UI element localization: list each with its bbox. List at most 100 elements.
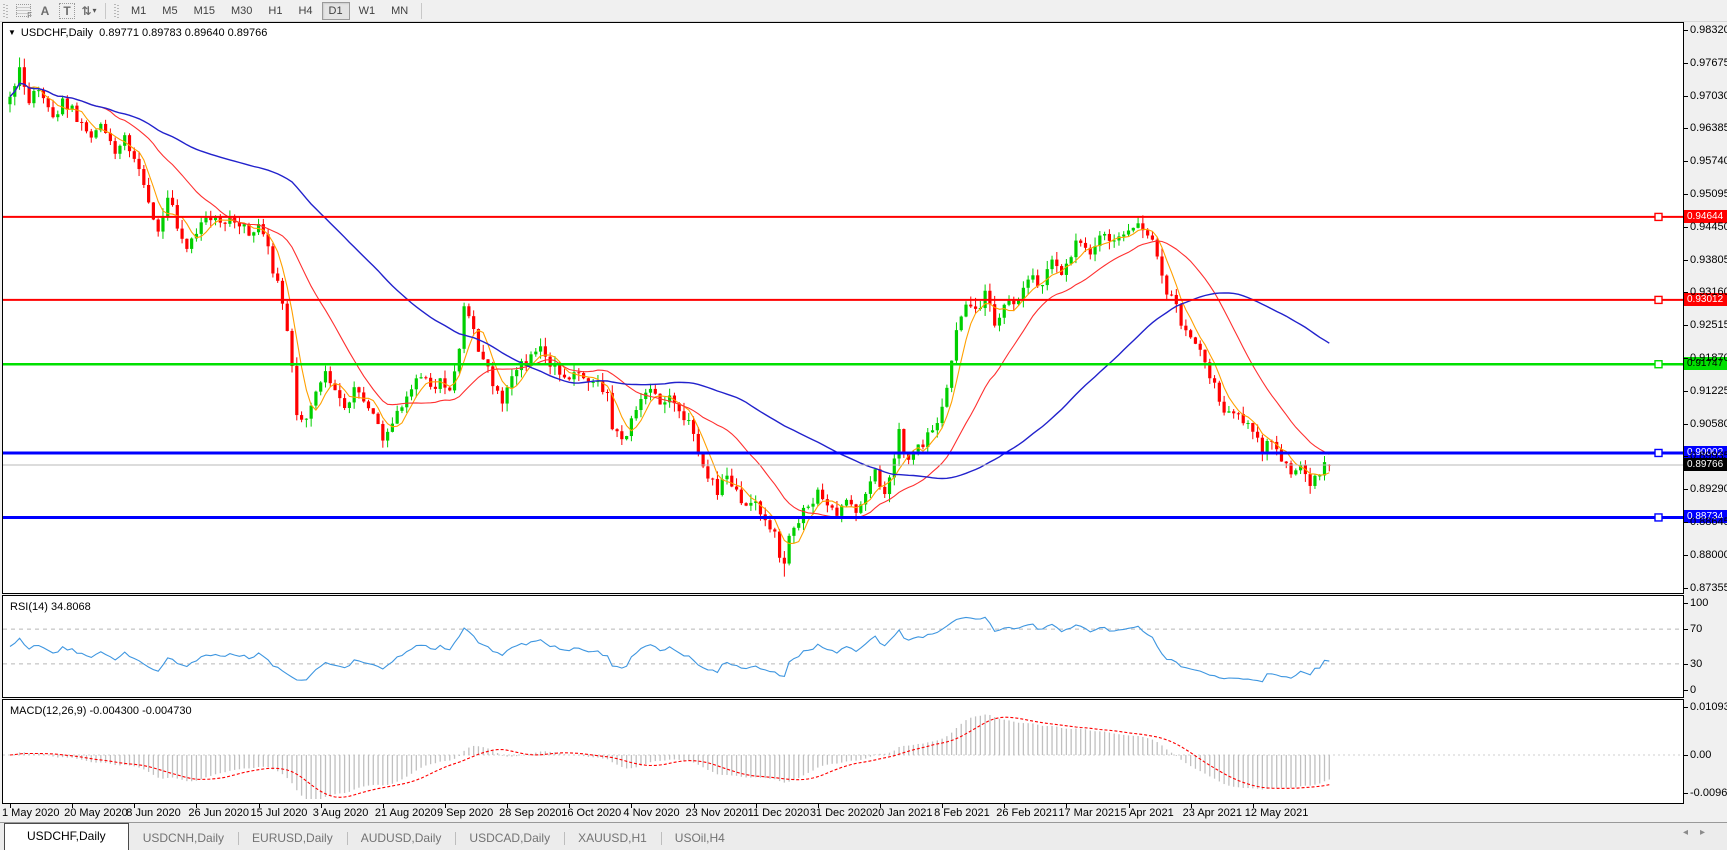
- fibonacci-icon[interactable]: F: [13, 2, 33, 20]
- rsi-indicator-panel[interactable]: [2, 595, 1684, 698]
- timeframe-button-m5[interactable]: M5: [162, 4, 178, 17]
- arrows-icon[interactable]: ⇅ ▾: [81, 3, 97, 18]
- date-axis-label: 8 Jun 2020: [126, 807, 181, 819]
- date-axis-tick: [1066, 804, 1068, 808]
- price-axis-tick: [1684, 587, 1688, 589]
- macd-axis-label: -0.009653: [1690, 787, 1727, 799]
- chart-tab-usoil-h4[interactable]: USOil,H4: [660, 826, 739, 850]
- chart-tab-usdcad-daily[interactable]: USDCAD,Daily: [455, 826, 564, 850]
- chart-tab-usdcnh-daily[interactable]: USDCNH,Daily: [142, 831, 225, 845]
- fast-ma-line: [9, 82, 1330, 545]
- timeframe-button-mn[interactable]: MN: [391, 4, 409, 17]
- timeframe-button-d1[interactable]: D1: [321, 1, 350, 20]
- date-axis-label: 20 May 2020: [64, 807, 128, 819]
- price-axis-tick: [1684, 521, 1688, 523]
- price-axis-tick: [1684, 128, 1688, 130]
- macd-axis-tick: [1684, 755, 1688, 756]
- date-axis-label: 8 Feb 2021: [934, 807, 990, 819]
- price-axis-label: 0.90580: [1690, 417, 1727, 430]
- toolbar-separator: [105, 2, 106, 19]
- price-axis-label: 0.97675: [1690, 56, 1727, 69]
- timeframe-button-h1[interactable]: H1: [268, 4, 283, 17]
- chart-tab-eurusd-daily[interactable]: EURUSD,Daily: [238, 826, 347, 850]
- date-axis-label: 5 Apr 2021: [1120, 807, 1174, 819]
- price-axis-tick: [1684, 226, 1688, 228]
- chart-tab-audusd-daily[interactable]: AUDUSD,Daily: [346, 826, 456, 850]
- date-axis-tick: [134, 804, 136, 808]
- rsi-line: [9, 616, 1330, 683]
- price-level-label: 0.94644: [1684, 209, 1727, 223]
- text-label-icon[interactable]: A: [40, 3, 50, 18]
- tab-scroll-right-icon[interactable]: ▸: [1699, 827, 1717, 838]
- timeframe-button-w1[interactable]: W1: [358, 4, 376, 17]
- slow-ma-line: [9, 82, 1330, 480]
- rsi-axis-tick: [1684, 663, 1688, 665]
- main-chart-panel[interactable]: [2, 22, 1684, 594]
- price-axis-tick: [1684, 193, 1688, 195]
- date-axis-tick: [1252, 804, 1254, 808]
- price-axis-label: 0.91870: [1690, 351, 1727, 364]
- date-axis-label: 26 Feb 2021: [996, 807, 1059, 819]
- toolbar-separator: [421, 2, 423, 19]
- price-axis-tick: [1684, 357, 1688, 359]
- chart-ohlc-values: 0.89771 0.89783 0.89640 0.89766: [99, 27, 268, 39]
- price-axis-tick: [1684, 62, 1688, 64]
- price-axis-label: 0.95095: [1690, 187, 1727, 200]
- macd-indicator-panel[interactable]: [2, 699, 1684, 804]
- date-axis-label: 26 Jun 2020: [188, 807, 249, 819]
- price-axis-label: 0.88000: [1690, 548, 1727, 561]
- price-axis-label: 0.97030: [1690, 89, 1727, 102]
- price-axis-tick: [1684, 292, 1688, 294]
- rsi-label: RSI(14) 34.8068: [10, 601, 91, 613]
- dropdown-caret-icon[interactable]: ▾: [92, 6, 97, 15]
- chart-symbol: USDCHF,Daily: [20, 27, 94, 39]
- rsi-axis-label: 70: [1690, 623, 1703, 636]
- chart-dropdown-triangle-icon[interactable]: ▼: [8, 28, 16, 37]
- price-level-label: 0.91747: [1684, 357, 1727, 371]
- date-axis-tick: [320, 804, 322, 808]
- timeframe-grip-handle[interactable]: [114, 3, 119, 18]
- timeframe-button-h4[interactable]: H4: [298, 4, 313, 17]
- toolbar-grip-handle[interactable]: [3, 3, 8, 18]
- current-price-label: 0.89766: [1684, 457, 1727, 471]
- date-axis-tick: [942, 804, 944, 808]
- chart-title: ▼ USDCHF,Daily 0.89771 0.89783 0.89640 0.…: [8, 27, 267, 39]
- chart-tab-xauusd-h1[interactable]: XAUUSD,H1: [564, 826, 661, 850]
- date-axis-tick: [196, 804, 198, 808]
- macd-axis-tick: [1684, 707, 1688, 708]
- date-axis-tick: [817, 804, 819, 808]
- price-axis-label: 0.88645: [1690, 515, 1727, 528]
- text-box-icon[interactable]: T: [57, 2, 77, 19]
- timeframe-button-group: M1 M5 M15 M30 H1 H4 D1 W1 MN: [123, 1, 416, 20]
- timeframe-button-m30[interactable]: M30: [230, 4, 253, 17]
- chart-tab-usdchf-daily[interactable]: USDCHF,Daily: [4, 823, 129, 850]
- price-axis-tick: [1684, 95, 1688, 97]
- price-axis-tick: [1684, 489, 1688, 491]
- date-axis-label: 16 Oct 2020: [561, 807, 622, 819]
- price-axis-label: 0.87355: [1690, 581, 1727, 594]
- date-axis-tick: [1128, 804, 1130, 808]
- macd-chart-svg: [3, 714, 1683, 799]
- price-axis-tick: [1684, 259, 1688, 261]
- price-axis-label: 0.91225: [1690, 384, 1727, 397]
- tab-scroll-left-icon[interactable]: ◂: [1682, 827, 1700, 838]
- date-axis-tick: [382, 804, 384, 808]
- macd-axis-label: 0.010933: [1690, 701, 1727, 713]
- date-axis-tick: [1004, 804, 1006, 808]
- date-axis-tick: [1190, 804, 1192, 808]
- date-axis-label: 17 Mar 2021: [1058, 807, 1121, 819]
- timeframe-button-m1[interactable]: M1: [131, 4, 147, 17]
- main-chart-svg: [3, 57, 1683, 577]
- price-axis-label: 0.93805: [1690, 253, 1727, 266]
- price-axis-label: 0.94450: [1690, 220, 1727, 233]
- macd-signal-line: [9, 716, 1330, 798]
- price-axis-tick: [1684, 554, 1688, 556]
- price-axis-tick: [1684, 456, 1688, 458]
- date-axis-label: 28 Sep 2020: [499, 807, 562, 819]
- price-axis-label: 0.92515: [1690, 319, 1727, 332]
- tab-scroll-arrows: ◂▸: [1683, 827, 1717, 838]
- timeframe-button-m15[interactable]: M15: [193, 4, 215, 17]
- price-axis-label: 0.93160: [1690, 286, 1727, 299]
- price-axis-label: 0.98320: [1690, 24, 1727, 36]
